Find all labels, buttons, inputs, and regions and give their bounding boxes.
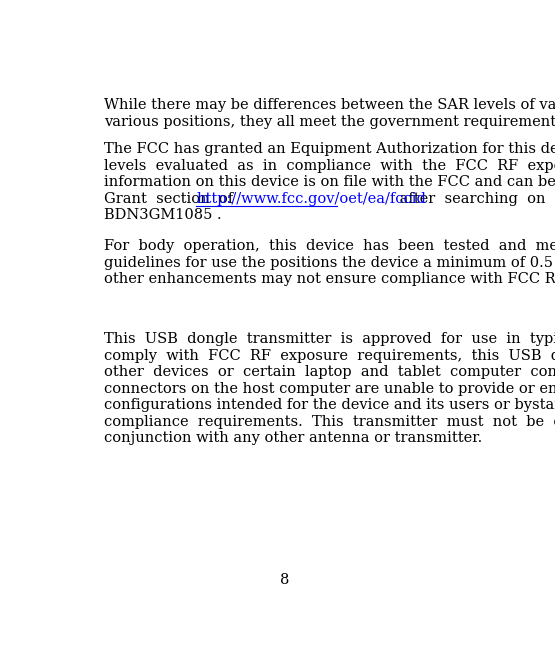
Text: The FCC has granted an Equipment Authorization for this device with all reported: The FCC has granted an Equipment Authori… [104,142,555,156]
Text: conjunction with any other antenna or transmitter.: conjunction with any other antenna or tr… [104,431,482,445]
Text: configurations intended for the device and its users or bystanders to satisfy RF: configurations intended for the device a… [104,398,555,412]
Text: connectors on the host computer are unable to provide or ensure the necessary op: connectors on the host computer are unab… [104,382,555,396]
Text: Grant  section  of                                    after  searching  on  FCC : Grant section of after searching on FCC [104,192,555,206]
Text: 8: 8 [280,573,289,587]
Text: For  body  operation,  this  device  has  been  tested  and  meets  the  FCC  RF: For body operation, this device has been… [104,239,555,253]
Text: http://www.fcc.gov/oet/ea/fccid: http://www.fcc.gov/oet/ea/fccid [196,192,426,206]
Text: various positions, they all meet the government requirement.: various positions, they all meet the gov… [104,115,555,129]
Text: While there may be differences between the SAR levels of various USB Dongles and: While there may be differences between t… [104,98,555,113]
Text: information on this device is on file with the FCC and can be found under the Di: information on this device is on file wi… [104,176,555,190]
Text: other enhancements may not ensure compliance with FCC RF exposure guidelines.: other enhancements may not ensure compli… [104,272,555,286]
Text: levels  evaluated  as  in  compliance  with  the  FCC  RF  exposure  guidelines.: levels evaluated as in compliance with t… [104,159,555,173]
Text: comply  with  FCC  RF  exposure  requirements,  this  USB  dongle  should  not  : comply with FCC RF exposure requirements… [104,348,555,362]
Text: BDN3GM1085 .: BDN3GM1085 . [104,208,221,222]
Text: compliance  requirements.  This  transmitter  must  not  be  collocated  or  ope: compliance requirements. This transmitte… [104,415,555,429]
Text: This  USB  dongle  transmitter  is  approved  for  use  in  typical  laptop  com: This USB dongle transmitter is approved … [104,332,555,346]
Text: other  devices  or  certain  laptop  and  tablet  computer  configurations  wher: other devices or certain laptop and tabl… [104,365,555,379]
Text: guidelines for use the positions the device a minimum of 0.5 cm from the body.  : guidelines for use the positions the dev… [104,256,555,270]
